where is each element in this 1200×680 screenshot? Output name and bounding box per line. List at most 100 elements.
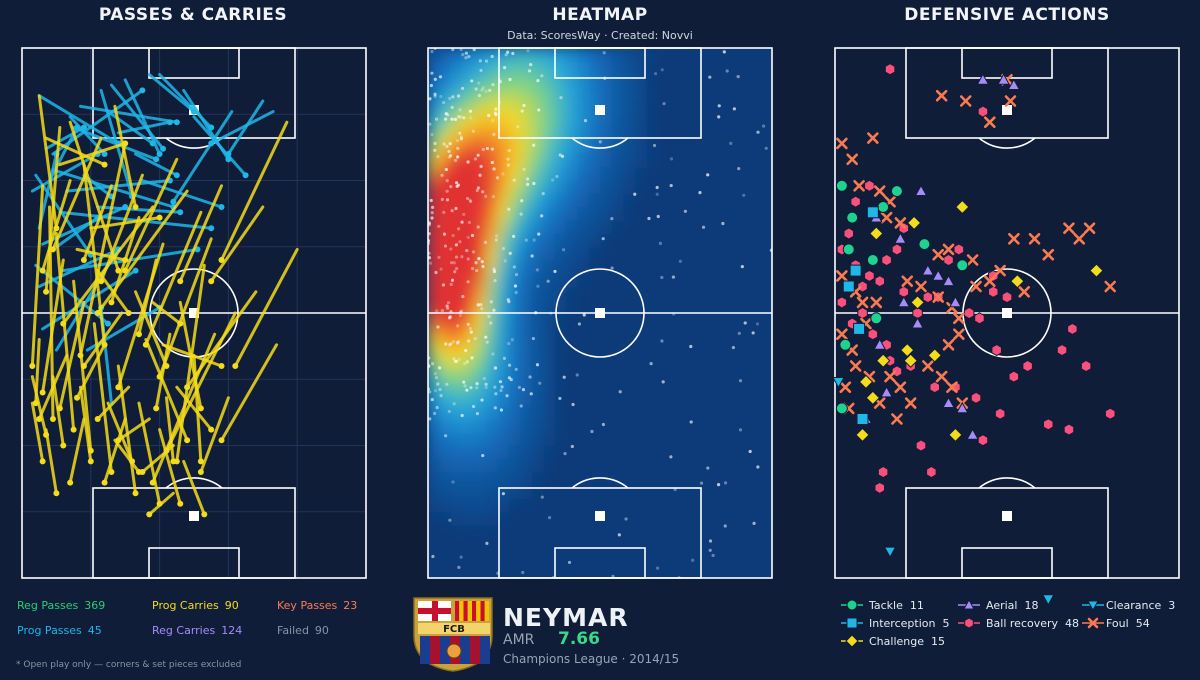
heatmap-cell <box>473 299 486 314</box>
touch-dot <box>468 198 472 202</box>
challenge-marker <box>910 295 925 310</box>
touch-dot <box>660 339 664 343</box>
heatmap-cell <box>588 167 601 182</box>
touch-dot <box>442 232 447 236</box>
touch-dot <box>725 69 729 73</box>
touch-dot <box>481 190 485 194</box>
pass-line <box>106 110 155 145</box>
pass-end <box>225 151 232 157</box>
touch-dot <box>526 182 530 186</box>
touch-dot <box>501 492 505 496</box>
heatmap-cell <box>450 154 463 168</box>
heatmap-cell <box>473 48 486 62</box>
x-stroke <box>846 153 859 166</box>
heatmap-cell <box>439 61 452 76</box>
touch-dot <box>602 51 606 55</box>
aerial-marker <box>976 73 990 85</box>
x-stroke <box>904 397 917 409</box>
heatmap-cell <box>634 61 647 76</box>
legend-failed: Failed 90 <box>277 624 329 637</box>
touch-dot <box>476 186 480 190</box>
heatmap-cell <box>588 220 601 235</box>
touch-dot <box>649 362 653 366</box>
touch-dot <box>434 117 439 121</box>
heatmap-cell <box>439 379 452 394</box>
legend-reg-carries: Reg Carries 124 <box>152 624 242 637</box>
foul-marker <box>901 275 914 288</box>
heatmap-cell <box>508 392 521 407</box>
pass-end <box>197 469 204 475</box>
heatmap-cell <box>462 61 475 76</box>
legend-label: Reg Passes <box>17 599 79 612</box>
touch-dot <box>503 259 507 263</box>
heatmap-cell <box>485 193 498 208</box>
touch-dot <box>430 132 434 137</box>
pass-end <box>177 320 184 327</box>
touch-dot <box>541 192 545 196</box>
heatmap-cell <box>450 87 463 102</box>
legend-label: Failed <box>277 624 309 637</box>
legend-markers <box>841 598 1104 648</box>
touch-dot <box>506 50 510 54</box>
heatmap-cell <box>611 193 624 208</box>
legend-count: 124 <box>221 624 243 637</box>
touch-dot <box>538 381 542 385</box>
heatmap-cell <box>450 193 463 208</box>
touch-dot <box>428 417 432 421</box>
heatmap-cell <box>485 87 498 102</box>
legend-label: Prog Carries <box>152 599 219 612</box>
legend-label: Clearance <box>1106 599 1162 612</box>
touch-dot <box>445 178 449 183</box>
touch-dot <box>610 216 614 221</box>
passes-layer <box>29 73 299 518</box>
touch-dot <box>493 366 498 370</box>
touch-dot <box>429 83 433 88</box>
heatmap-cell <box>428 61 441 76</box>
heatmap-cell <box>428 472 441 486</box>
goal-area-bottom <box>961 547 1053 579</box>
touch-dot <box>658 241 663 245</box>
touch-dot <box>740 265 744 269</box>
heatmap-cell <box>531 366 544 380</box>
heatmap-cell <box>473 326 486 341</box>
touch-dot <box>512 234 516 238</box>
touch-dot <box>495 234 499 238</box>
heatmap-cell <box>588 87 601 102</box>
touch-dot <box>493 385 497 389</box>
touch-dot <box>466 322 470 326</box>
touch-dot <box>457 357 462 362</box>
heatmap-cell <box>542 207 555 221</box>
pass-line <box>220 120 289 262</box>
heatmap-cell <box>600 48 613 62</box>
x-stroke <box>846 344 859 356</box>
foul-marker <box>922 360 934 372</box>
heatmap-cell <box>531 87 544 102</box>
pass-line <box>82 184 113 262</box>
heatmap-cell <box>542 87 555 102</box>
touch-dot <box>433 92 437 96</box>
touch-dot <box>472 48 476 52</box>
heatmap-cell <box>462 286 475 301</box>
touch-dot <box>481 147 485 152</box>
crest-stripe <box>460 636 470 664</box>
series-clearance <box>832 377 1055 606</box>
pass-line <box>116 120 172 135</box>
pass-line <box>209 205 265 283</box>
x-stroke <box>1018 285 1030 298</box>
x-stroke <box>983 116 996 128</box>
crest-senyera <box>455 601 489 621</box>
aerial-marker <box>894 232 907 244</box>
heatmap-cell <box>428 273 441 288</box>
heatmap-cell <box>485 392 498 407</box>
heatmap-cell <box>588 61 601 76</box>
heatmap-cell <box>554 273 567 288</box>
touch-dot <box>471 129 475 133</box>
heatmap-cell <box>496 101 509 115</box>
touch-dot <box>439 267 443 271</box>
heatmap-cell <box>542 233 555 248</box>
touch-dot <box>460 255 464 259</box>
heatmap-cell <box>600 114 613 129</box>
touch-dot <box>732 107 736 111</box>
touch-dot <box>466 160 470 164</box>
touch-dot <box>440 197 444 201</box>
